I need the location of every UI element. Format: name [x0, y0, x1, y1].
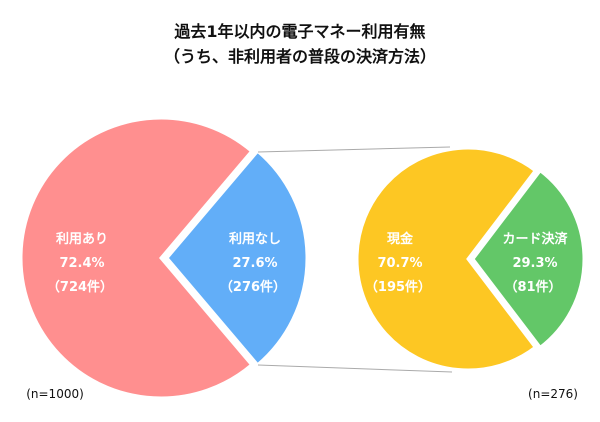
- count-cash: （195件）: [365, 279, 431, 295]
- count-used: （724件）: [47, 279, 113, 295]
- connector-line-bottom: [257, 364, 453, 373]
- label-not-used: 利用なし: [229, 231, 281, 247]
- count-not-used: （276件）: [220, 279, 286, 295]
- slice-card: [471, 168, 586, 350]
- connector-line-top: [257, 146, 451, 153]
- pct-used: 72.4%: [59, 256, 104, 271]
- slice-cash: [355, 146, 538, 372]
- count-card: （81件）: [504, 279, 561, 295]
- label-used: 利用あり: [56, 231, 108, 247]
- slice-used: [19, 116, 254, 400]
- pct-cash: 70.7%: [377, 256, 422, 271]
- chart-title-line2: （うち、非利用者の普段の決済方法）: [164, 47, 436, 66]
- slice-not-used: [165, 149, 309, 367]
- n-label-main: (n=1000): [26, 387, 84, 401]
- label-cash: 現金: [387, 231, 414, 247]
- pct-card: 29.3%: [512, 256, 557, 271]
- label-card: カード決済: [502, 231, 568, 247]
- chart-title-line1: 過去1年以内の電子マネー利用有無: [173, 22, 425, 41]
- n-label-sub: (n=276): [528, 387, 578, 401]
- pct-not-used: 27.6%: [232, 256, 277, 271]
